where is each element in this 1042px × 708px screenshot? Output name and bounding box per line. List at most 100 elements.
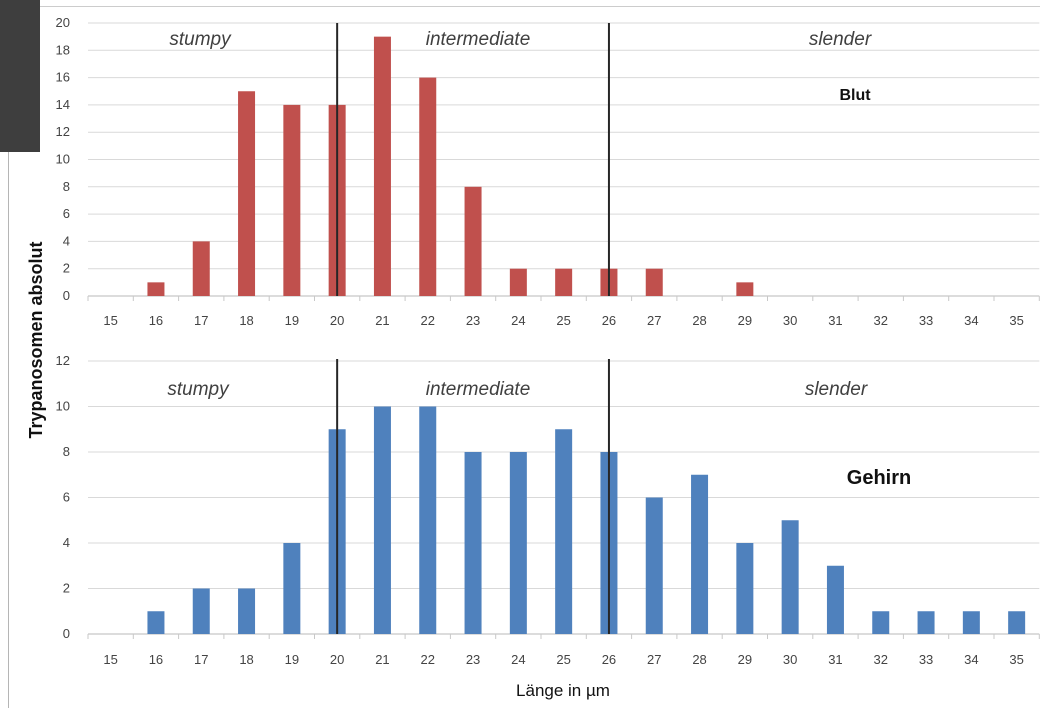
gehirn-x-tick-label: 27 [647,652,661,667]
gehirn-x-tick-label: 26 [602,652,616,667]
gehirn-bar-31 [826,565,844,634]
blut-y-tick-label: 16 [56,70,70,85]
gehirn-bar-22 [419,406,437,634]
gehirn-x-tick-label: 30 [783,652,797,667]
blut-x-tick-label: 30 [783,313,797,328]
blut-bar-25 [555,268,573,296]
blut-y-tick-label: 20 [56,15,70,30]
gehirn-y-tick-label: 10 [56,399,70,414]
gehirn-bar-29 [736,543,754,634]
blut-region-label-intermediate: intermediate [426,29,531,50]
gehirn-bar-28 [691,474,709,634]
gehirn-bar-33 [917,611,935,634]
gehirn-x-tick-label: 21 [375,652,389,667]
blut-bar-16 [147,282,165,296]
blut-bar-18 [238,91,256,296]
gehirn-bar-35 [1008,611,1026,634]
gehirn-bar-18 [238,588,256,634]
blut-x-tick-label: 34 [964,313,978,328]
gehirn-x-tick-label: 22 [421,652,435,667]
gehirn-x-tick-label: 28 [692,652,706,667]
gehirn-bar-30 [781,520,799,634]
blut-x-tick-label: 24 [511,313,525,328]
blut-x-tick-label: 23 [466,313,480,328]
gehirn-region-label-stumpy: stumpy [167,379,230,400]
gehirn-bar-24 [509,452,527,634]
gehirn-region-label-intermediate: intermediate [426,379,531,400]
blut-x-tick-label: 27 [647,313,661,328]
gehirn-x-tick-label: 32 [874,652,888,667]
blut-y-tick-label: 18 [56,42,70,57]
blut-x-tick-label: 17 [194,313,208,328]
blut-y-tick-label: 10 [56,152,70,167]
gehirn-x-tick-label: 24 [511,652,525,667]
gehirn-x-tick-label: 35 [1009,652,1023,667]
blut-bar-24 [509,268,527,296]
gehirn-bar-23 [464,452,482,634]
gehirn-bar-25 [555,429,573,634]
gehirn-x-tick-label: 34 [964,652,978,667]
blut-y-tick-label: 14 [56,97,70,112]
gehirn-bar-19 [283,543,301,634]
gehirn-x-tick-label: 33 [919,652,933,667]
gehirn-y-tick-label: 12 [56,353,70,368]
gehirn-x-tick-label: 25 [556,652,570,667]
gehirn-x-tick-label: 19 [285,652,299,667]
blut-y-tick-label: 8 [63,179,70,194]
dark-corner-block [0,0,40,152]
gehirn-y-tick-label: 8 [63,444,70,459]
top-border-line [40,6,1040,7]
blut-x-tick-label: 18 [239,313,253,328]
gehirn-bar-34 [962,611,980,634]
blut-x-tick-label: 19 [285,313,299,328]
gehirn-y-tick-label: 0 [63,626,70,641]
blut-y-tick-label: 12 [56,124,70,139]
x-axis-title: Länge in µm [516,681,610,700]
blut-x-tick-label: 26 [602,313,616,328]
gehirn-x-tick-label: 29 [738,652,752,667]
gehirn-x-tick-label: 17 [194,652,208,667]
y-axis-title: Trypanosomen absolut [26,241,46,438]
gehirn-x-tick-label: 23 [466,652,480,667]
gehirn-y-tick-label: 6 [63,490,70,505]
gehirn-x-tick-label: 31 [828,652,842,667]
left-border-line [8,152,9,708]
gehirn-bar-17 [192,588,210,634]
blut-x-tick-label: 20 [330,313,344,328]
blut-annotation: Blut [839,87,871,104]
blut-bar-22 [419,77,437,296]
gehirn-y-tick-label: 2 [63,581,70,596]
blut-bar-17 [192,241,210,296]
blut-bar-19 [283,104,301,297]
blut-x-tick-label: 22 [421,313,435,328]
gehirn-x-tick-label: 20 [330,652,344,667]
blut-bar-27 [645,268,663,296]
blut-x-tick-label: 16 [149,313,163,328]
gehirn-bar-21 [373,406,391,634]
blut-y-tick-label: 0 [63,288,70,303]
gehirn-x-tick-label: 16 [149,652,163,667]
gehirn-y-tick-label: 4 [63,535,70,550]
blut-x-tick-label: 32 [874,313,888,328]
blut-x-tick-label: 28 [692,313,706,328]
gehirn-bar-32 [872,611,890,634]
blut-x-tick-label: 35 [1009,313,1023,328]
blut-x-tick-label: 33 [919,313,933,328]
gehirn-region-label-slender: slender [805,379,868,400]
blut-x-tick-label: 15 [103,313,117,328]
blut-bar-21 [373,36,391,297]
gehirn-bar-16 [147,611,165,634]
blut-x-tick-label: 21 [375,313,389,328]
blut-region-label-slender: slender [809,29,872,50]
blut-bar-23 [464,186,482,296]
blut-x-tick-label: 29 [738,313,752,328]
blut-region-label-stumpy: stumpy [169,29,232,50]
blut-x-tick-label: 31 [828,313,842,328]
blut-y-tick-label: 2 [63,261,70,276]
blut-y-tick-label: 4 [63,233,70,248]
blut-y-tick-label: 6 [63,206,70,221]
gehirn-bar-27 [645,497,663,634]
